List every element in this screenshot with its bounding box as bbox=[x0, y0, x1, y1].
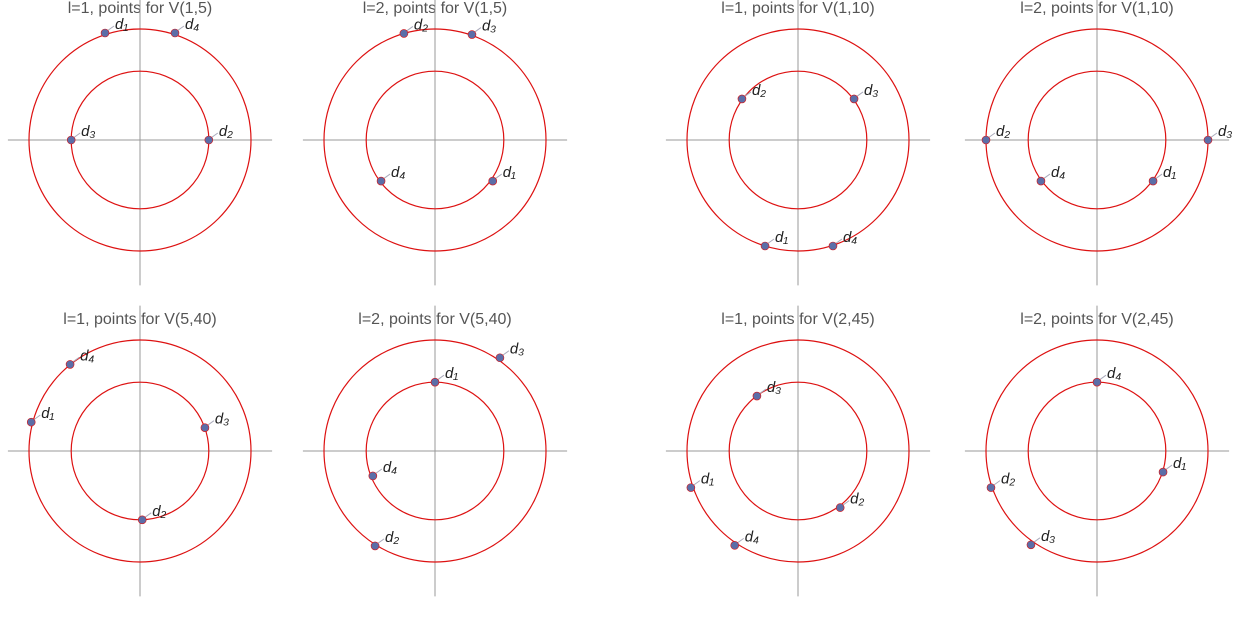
point bbox=[737, 94, 747, 104]
point bbox=[488, 176, 498, 186]
point bbox=[1148, 176, 1158, 186]
point bbox=[730, 541, 740, 550]
point-label: d₃ bbox=[482, 18, 496, 35]
point bbox=[752, 391, 762, 401]
circle bbox=[686, 28, 910, 252]
point bbox=[66, 135, 76, 145]
point-label: d₁ bbox=[775, 229, 788, 246]
point-label: d₃ bbox=[81, 123, 95, 140]
point-label: d₂ bbox=[1001, 471, 1015, 488]
point-label: d₃ bbox=[1218, 123, 1232, 140]
point bbox=[981, 135, 991, 145]
point-label: d₂ bbox=[414, 16, 428, 33]
point-label: d₂ bbox=[219, 123, 233, 140]
circle bbox=[323, 339, 547, 563]
point bbox=[1158, 467, 1168, 477]
point-label: d₄ bbox=[1107, 365, 1121, 382]
point bbox=[835, 503, 845, 512]
point-label: d₁ bbox=[445, 365, 458, 382]
point bbox=[1092, 377, 1102, 387]
circle bbox=[1027, 70, 1167, 210]
point bbox=[986, 483, 996, 492]
point bbox=[828, 241, 838, 251]
point bbox=[467, 30, 477, 39]
point-label: d₂ bbox=[385, 529, 399, 546]
point-label: d₄ bbox=[843, 229, 857, 246]
point-label: d₃ bbox=[1041, 528, 1055, 545]
point bbox=[1036, 176, 1046, 186]
point bbox=[65, 360, 75, 369]
point-label: d₃ bbox=[767, 379, 781, 396]
point-label: d₁ bbox=[503, 164, 516, 181]
point bbox=[495, 353, 505, 363]
point bbox=[100, 28, 110, 38]
point-label: d₁ bbox=[41, 405, 54, 422]
point bbox=[370, 541, 380, 551]
point bbox=[1203, 135, 1213, 145]
point bbox=[399, 29, 409, 38]
point-label: d₂ bbox=[752, 82, 766, 99]
point bbox=[368, 471, 378, 481]
circle bbox=[28, 28, 252, 252]
point bbox=[137, 515, 147, 525]
point bbox=[1026, 540, 1036, 550]
point-label: d₄ bbox=[391, 164, 405, 181]
circle bbox=[323, 28, 547, 252]
circle bbox=[28, 339, 252, 563]
circle bbox=[686, 339, 910, 563]
point-label: d₄ bbox=[185, 16, 199, 33]
point-label: d₃ bbox=[510, 341, 524, 358]
point-label: d₃ bbox=[215, 411, 229, 428]
point-label: d₄ bbox=[1051, 164, 1065, 181]
point-label: d₁ bbox=[1163, 164, 1176, 181]
point bbox=[26, 417, 36, 427]
point bbox=[430, 377, 440, 387]
point-label: d₁ bbox=[115, 16, 128, 33]
point-label: d₁ bbox=[1173, 455, 1186, 472]
circle bbox=[365, 70, 505, 210]
point-label: d₄ bbox=[745, 528, 759, 545]
point-label: d₃ bbox=[864, 82, 878, 99]
point-label: d₁ bbox=[701, 471, 714, 488]
point bbox=[849, 94, 859, 104]
point-label: d₄ bbox=[383, 459, 397, 476]
point bbox=[200, 423, 210, 432]
point-label: d₂ bbox=[996, 123, 1010, 140]
circle bbox=[728, 381, 868, 521]
point bbox=[170, 28, 180, 38]
circle bbox=[728, 70, 868, 210]
point bbox=[686, 483, 696, 492]
point bbox=[760, 241, 770, 251]
point bbox=[376, 176, 386, 186]
point-label: d₂ bbox=[850, 491, 864, 508]
point-label: d₄ bbox=[80, 347, 94, 364]
circle bbox=[985, 339, 1209, 563]
point bbox=[204, 135, 214, 145]
point-label: d₂ bbox=[152, 503, 166, 520]
